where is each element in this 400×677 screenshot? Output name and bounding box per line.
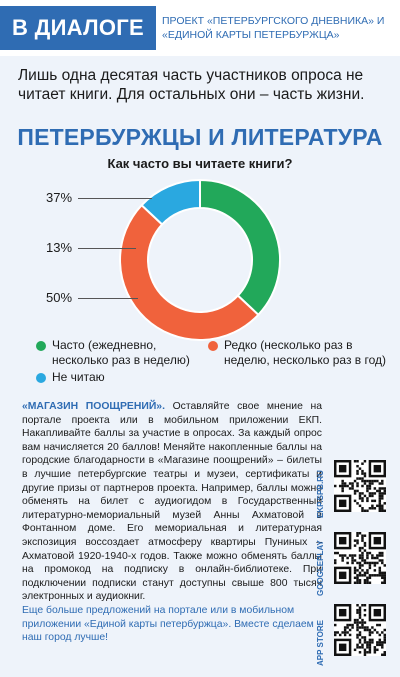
leader-line-often xyxy=(78,198,152,199)
legend-label-rarely: Редко (несколько раз в неделю, несколько… xyxy=(224,338,387,367)
qr-label-portal: EKP.SPB.RU xyxy=(316,470,325,518)
shop-heading: «МАГАЗИН ПООЩРЕНИЙ». xyxy=(22,401,165,412)
legend-rarely: Редко (несколько раз в неделю, несколько… xyxy=(208,338,388,368)
more-offers: Еще больше предложений на портале или в … xyxy=(22,604,314,644)
project-credit: ПРОЕКТ «ПЕТЕРБУРГСКОГО ДНЕВНИКА» И «ЕДИН… xyxy=(162,15,385,41)
legend-often: Часто (ежедневно, несколько раз в неделю… xyxy=(36,338,206,368)
chart-title: Как часто вы читаете книги? xyxy=(107,156,293,171)
leader-line-rarely xyxy=(78,298,138,299)
donut-slice-rarely xyxy=(119,203,260,341)
donut-slice-often xyxy=(199,178,281,317)
qr-label-appstore: APP STORE xyxy=(316,620,325,666)
infographic-title: ПЕТЕРБУРЖЦЫ И ЛИТЕРАТУРА xyxy=(17,124,383,150)
donut-chart xyxy=(119,178,281,341)
donut-slice-never xyxy=(140,178,201,226)
legend-label-often: Часто (ежедневно, несколько раз в неделю… xyxy=(52,338,190,367)
legend-never: Не читаю xyxy=(36,370,156,385)
legend-dot-rarely xyxy=(208,341,218,351)
rubric-badge: В ДИАЛОГЕ xyxy=(0,6,156,50)
slice-label-often: 37% xyxy=(46,190,73,205)
article-text: «МАГАЗИН ПООЩРЕНИЙ». Оставляйте свое мне… xyxy=(22,400,322,645)
legend-dot-never xyxy=(36,373,46,383)
qr-label-googleplay: GOOGLEPLAY xyxy=(316,540,325,596)
legend-dot-often xyxy=(36,341,46,351)
lead-text: Лишь одна десятая часть участников опрос… xyxy=(18,67,365,103)
qr-code-portal[interactable] xyxy=(334,460,386,512)
qr-code-appstore[interactable] xyxy=(334,604,386,656)
header: В ДИАЛОГЕ ПРОЕКТ «ПЕТЕРБУРГСКОГО ДНЕВНИК… xyxy=(0,0,400,56)
qr-code-googleplay[interactable] xyxy=(334,532,386,584)
article-body: Оставляйте свое мнение на портале проект… xyxy=(22,401,322,603)
slice-label-rarely: 50% xyxy=(46,290,73,305)
legend-label-never: Не читаю xyxy=(52,370,105,384)
slice-label-never: 13% xyxy=(46,240,73,255)
leader-line-never xyxy=(78,248,136,249)
